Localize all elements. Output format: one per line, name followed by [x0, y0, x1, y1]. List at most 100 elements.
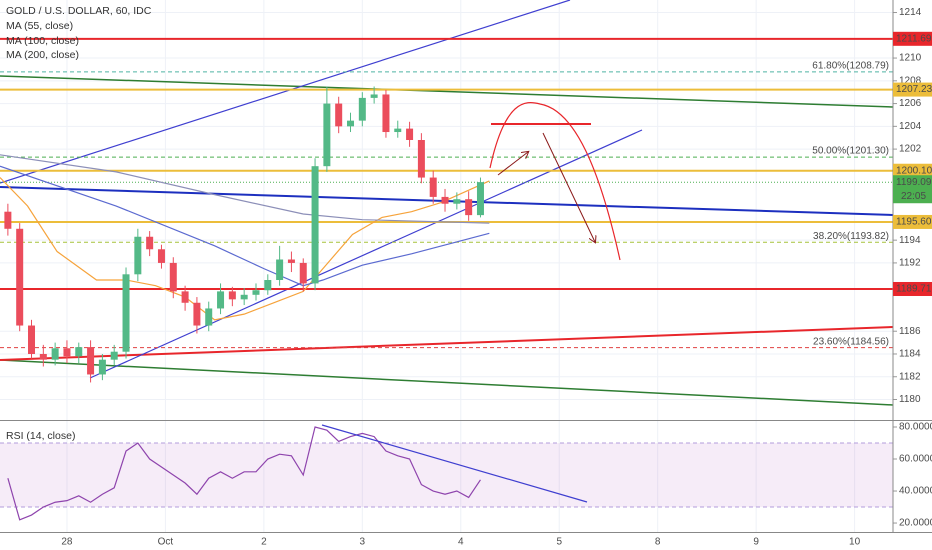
candle-body	[87, 347, 95, 375]
candle-body	[370, 94, 378, 98]
rsi-trend-line	[321, 424, 588, 503]
x-tick-label: Oct	[158, 537, 174, 548]
trend-line	[0, 359, 894, 406]
y-tick-label: 1194	[899, 235, 921, 246]
legend-entry: MA (100, close)	[6, 35, 79, 47]
candle-body	[51, 348, 59, 360]
price-label-box	[893, 82, 932, 97]
candle-body	[28, 325, 36, 354]
channel-line	[0, 0, 571, 184]
rsi-band	[0, 443, 893, 508]
price-label-box	[893, 31, 932, 46]
candle-body	[287, 259, 295, 263]
price-label: 1195.60	[896, 217, 932, 228]
axis-panel	[893, 0, 932, 550]
trend-line	[0, 326, 894, 361]
chart-title: GOLD / U.S. DOLLAR, 60, IDC	[6, 5, 152, 17]
x-tick-label: 8	[655, 537, 661, 548]
x-tick-label: 2	[261, 537, 267, 548]
price-label-box	[893, 281, 932, 296]
candle-body	[429, 177, 437, 197]
fib-label: 61.80%(1208.79)	[812, 60, 889, 71]
candle-body	[98, 359, 106, 375]
forecast-arc	[489, 102, 621, 261]
y-tick-label: 1206	[899, 98, 922, 109]
price-label: 1189.71	[896, 284, 932, 295]
rsi-line	[7, 426, 481, 521]
candle-body	[146, 236, 154, 250]
candle-body	[217, 291, 225, 309]
arrow	[497, 152, 528, 176]
y-tick-label: 80.0000	[899, 422, 932, 433]
candle-body	[264, 280, 272, 291]
candle-body	[4, 211, 12, 229]
candle-body	[335, 103, 343, 127]
y-tick-label: 1208	[899, 75, 922, 86]
moving-average	[0, 154, 490, 224]
candle-body	[181, 291, 189, 303]
price-label-box	[893, 163, 932, 178]
candle-body	[453, 199, 461, 204]
price-label: 1211.69	[896, 33, 932, 44]
y-tick-label: 1186	[899, 326, 921, 337]
y-tick-label: 1210	[899, 53, 922, 64]
candle-body	[394, 128, 402, 133]
fib-label: 23.60%(1184.56)	[813, 336, 889, 347]
candle-body	[441, 196, 449, 204]
candle-body	[134, 236, 142, 275]
y-tick-label: 40.0000	[899, 486, 932, 497]
candle-body	[299, 262, 307, 284]
moving-average	[0, 177, 490, 321]
candle-body	[228, 291, 236, 300]
candle-body	[382, 94, 390, 133]
candle-body	[347, 120, 355, 127]
drawings	[321, 102, 621, 503]
candle-body	[169, 262, 177, 292]
price-label: 1200.10	[896, 165, 932, 176]
price-label-box	[893, 214, 932, 229]
y-tick-label: 1214	[899, 7, 922, 18]
candle-body	[476, 182, 484, 216]
candle-body	[205, 308, 213, 326]
panel-title: RSI (14, close)	[6, 430, 75, 442]
legend-entry: MA (200, close)	[6, 49, 79, 61]
candle-body	[323, 103, 331, 167]
candle-body	[465, 199, 473, 216]
candle-body	[252, 290, 260, 295]
x-tick-label: 28	[61, 537, 73, 548]
y-tick-label: 60.0000	[899, 454, 932, 465]
candle-body	[110, 351, 118, 360]
arrow	[542, 132, 595, 242]
y-tick-label: 1202	[899, 144, 922, 155]
x-tick-label: 9	[753, 537, 759, 548]
y-tick-label: 1204	[899, 121, 922, 132]
x-tick-label: 10	[849, 537, 861, 548]
countdown-label: 22:05	[901, 191, 926, 202]
candle-body	[63, 348, 71, 357]
y-tick-label: 1182	[899, 371, 921, 382]
y-tick-label: 1184	[899, 349, 921, 360]
candle-body	[358, 97, 366, 121]
candle-body	[240, 294, 248, 300]
candle-body	[406, 128, 414, 140]
candle-body	[193, 302, 201, 326]
fib-label: 38.20%(1193.82)	[813, 231, 889, 242]
candle-body	[122, 274, 130, 352]
candle-body	[157, 249, 165, 263]
fib-label: 50.00%(1201.30)	[812, 146, 889, 157]
y-tick-label: 1192	[899, 258, 921, 269]
candle-body	[311, 166, 319, 284]
price-label: 1207.23	[896, 84, 932, 95]
trend-line	[0, 75, 894, 108]
x-tick-label: 4	[458, 537, 464, 548]
grid	[0, 0, 893, 532]
last-price-box	[893, 175, 932, 204]
legend-entry: MA (55, close)	[6, 20, 73, 32]
candle-body	[417, 140, 425, 178]
candle-body	[75, 347, 83, 357]
candle-body	[16, 228, 24, 326]
x-tick-label: 5	[556, 537, 562, 548]
candle-body	[276, 259, 284, 280]
x-tick-label: 3	[360, 537, 366, 548]
